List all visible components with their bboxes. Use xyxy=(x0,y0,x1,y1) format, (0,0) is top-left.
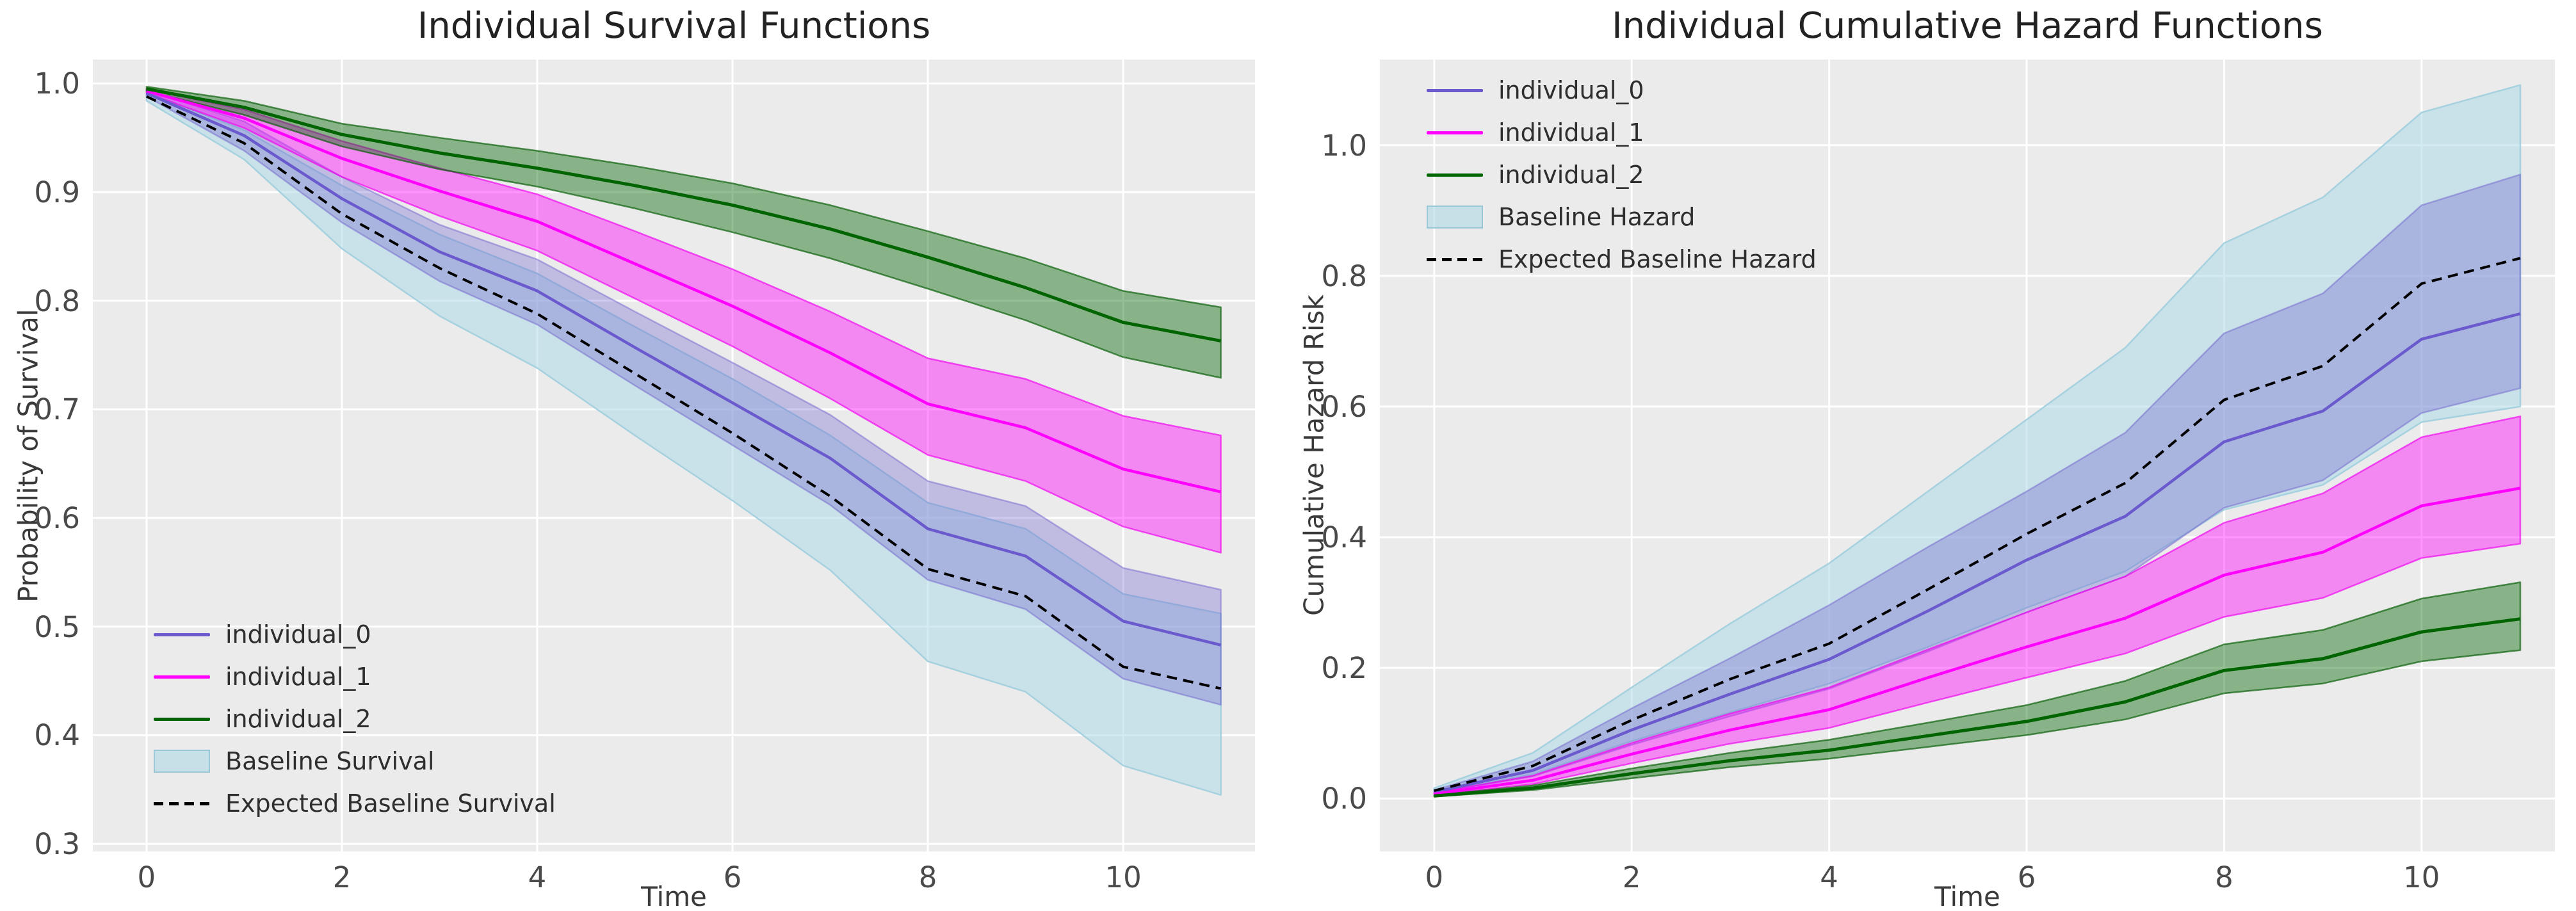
legend-line-swatch-icon xyxy=(154,717,210,721)
individual_0-line xyxy=(1434,312,2521,794)
x-tick-label: 10 xyxy=(2403,860,2440,894)
legend-item: individual_0 xyxy=(154,613,556,656)
individual_1-line xyxy=(1434,487,2521,796)
survival-legend: individual_0 individual_1 individual_2 Base… xyxy=(154,613,556,825)
legend-line-swatch-icon xyxy=(1427,88,1483,92)
x-tick-label: 4 xyxy=(1820,860,1838,894)
y-tick-label: 0.4 xyxy=(1321,520,1367,555)
legend-item: Baseline Survival xyxy=(154,740,556,782)
hazard-y-axis-label: Cumulative Hazard Risk xyxy=(1298,294,1330,617)
x-tick-label: 0 xyxy=(1425,860,1444,894)
y-tick-label: 0.4 xyxy=(34,718,80,753)
legend-patch-swatch-icon xyxy=(1427,206,1483,229)
x-tick-label: 4 xyxy=(528,860,547,894)
legend-line-swatch-icon xyxy=(154,675,210,679)
expected-baseline-survival-line xyxy=(146,95,1222,690)
hazard-x-axis-label: Time xyxy=(1934,881,2000,911)
legend-label: individual_2 xyxy=(1498,161,1644,189)
legend-item: Expected Baseline Survival xyxy=(154,782,556,825)
legend-item: individual_2 xyxy=(154,698,556,740)
individual_2-line xyxy=(1434,617,2521,798)
legend-label: individual_0 xyxy=(1498,76,1644,104)
individual_2-confidence-band xyxy=(145,86,1222,379)
hazard-chart-title: Individual Cumulative Hazard Functions xyxy=(1612,5,2323,47)
legend-label: individual_1 xyxy=(1498,118,1644,147)
y-tick-label: 0.2 xyxy=(1321,651,1367,686)
individual_1-confidence-band xyxy=(145,88,1222,554)
x-tick-label: 8 xyxy=(918,860,937,894)
legend-label: Expected Baseline Hazard xyxy=(1498,245,1817,273)
x-tick-label: 8 xyxy=(2215,860,2233,894)
hazard-plot-canvas xyxy=(1380,60,2555,851)
individual_1-confidence-band xyxy=(1433,415,2522,796)
hazard-legend: individual_0 individual_1 individual_2 Base… xyxy=(1427,69,1817,280)
survival-plot-canvas xyxy=(93,60,1255,851)
y-tick-label: 0.6 xyxy=(1321,389,1367,424)
legend-label: Baseline Survival xyxy=(225,747,435,775)
individual_1-line xyxy=(146,90,1222,494)
y-tick-label: 0.0 xyxy=(1321,782,1367,816)
legend-patch-swatch-icon xyxy=(154,750,210,773)
legend-label: Baseline Hazard xyxy=(1498,203,1696,231)
y-tick-label: 0.6 xyxy=(34,501,80,536)
survival-plot-area xyxy=(93,60,1255,851)
individual_0-line xyxy=(146,92,1222,647)
y-tick-label: 1.0 xyxy=(34,67,80,101)
legend-line-swatch-icon xyxy=(154,802,210,805)
legend-label: individual_1 xyxy=(225,663,371,691)
legend-line-swatch-icon xyxy=(154,633,210,636)
baseline-survival-band xyxy=(145,91,1222,796)
y-tick-label: 0.8 xyxy=(1321,259,1367,293)
legend-label: individual_0 xyxy=(225,620,371,649)
legend-item: Expected Baseline Hazard xyxy=(1427,238,1817,280)
y-tick-label: 0.3 xyxy=(34,827,80,862)
individual_0-confidence-band xyxy=(1433,173,2522,794)
legend-label: individual_2 xyxy=(225,705,371,733)
y-tick-label: 0.9 xyxy=(34,175,80,209)
legend-line-swatch-icon xyxy=(1427,173,1483,177)
x-tick-label: 6 xyxy=(723,860,742,894)
survival-chart-title: Individual Survival Functions xyxy=(417,5,931,47)
individual_2-line xyxy=(146,87,1222,343)
baseline-hazard-band xyxy=(1433,84,2522,794)
legend-line-swatch-icon xyxy=(1427,257,1483,261)
individual_0-confidence-band xyxy=(145,89,1222,706)
legend-line-swatch-icon xyxy=(1427,131,1483,134)
individual_2-confidence-band xyxy=(1433,581,2522,798)
legend-item: individual_2 xyxy=(1427,154,1817,196)
survival-x-axis-label: Time xyxy=(641,881,707,911)
x-tick-label: 2 xyxy=(1622,860,1641,894)
x-tick-label: 10 xyxy=(1105,860,1142,894)
x-tick-label: 2 xyxy=(332,860,352,894)
legend-item: Baseline Hazard xyxy=(1427,196,1817,238)
legend-item: individual_1 xyxy=(1427,111,1817,154)
hazard-plot-area xyxy=(1380,60,2555,851)
y-tick-label: 0.7 xyxy=(34,392,80,427)
x-tick-label: 6 xyxy=(2017,860,2036,894)
legend-item: individual_1 xyxy=(154,656,556,698)
y-tick-label: 1.0 xyxy=(1321,128,1367,163)
legend-label: Expected Baseline Survival xyxy=(225,789,556,818)
x-tick-label: 0 xyxy=(137,860,156,894)
y-tick-label: 0.5 xyxy=(34,609,80,644)
expected-baseline-hazard-line xyxy=(1434,257,2521,793)
y-tick-label: 0.8 xyxy=(34,284,80,318)
legend-item: individual_0 xyxy=(1427,69,1817,111)
